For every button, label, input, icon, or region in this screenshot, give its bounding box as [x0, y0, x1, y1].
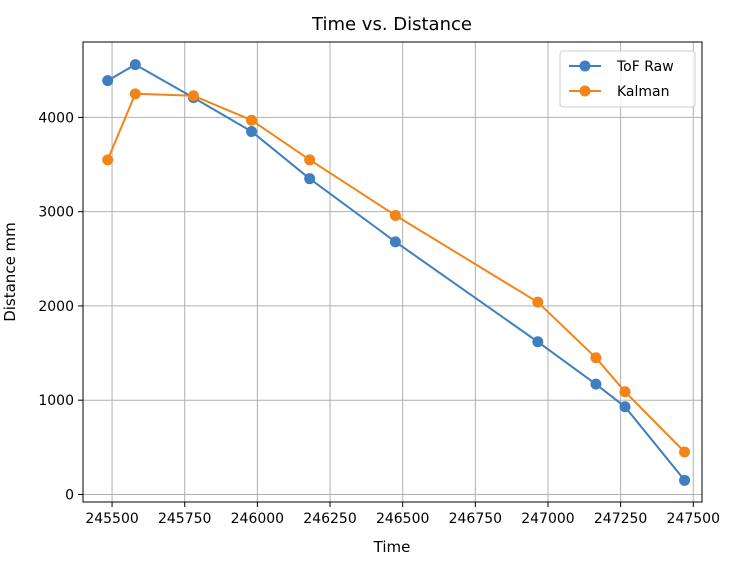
data-point — [619, 401, 631, 413]
data-point — [246, 114, 258, 126]
series-layer — [102, 59, 691, 486]
chart-title: Time vs. Distance — [311, 14, 472, 35]
data-point — [389, 209, 401, 221]
data-point — [246, 126, 258, 138]
data-point — [679, 446, 691, 458]
data-point — [129, 88, 141, 100]
x-tick-label: 245750 — [158, 511, 211, 527]
legend-swatch-marker — [579, 60, 591, 72]
y-tick-label: 3000 — [38, 205, 74, 221]
y-axis-title: Distance mm — [1, 222, 19, 322]
data-point — [187, 90, 199, 102]
ticks: 245500 245750 246000 246250 246500 246750 2470… — [38, 110, 720, 527]
data-point — [532, 336, 544, 348]
data-point — [389, 236, 401, 248]
data-point — [679, 474, 691, 486]
series-1 — [102, 88, 691, 458]
x-tick-label: 247000 — [521, 511, 574, 527]
data-point — [102, 75, 114, 87]
legend: ToF Raw Kalman — [559, 50, 696, 108]
data-point — [304, 173, 316, 185]
grid — [83, 42, 702, 502]
legend-swatch-marker — [579, 85, 591, 97]
plot-frame — [82, 41, 703, 503]
y-tick-label: 0 — [65, 487, 74, 503]
x-tick-label: 247500 — [667, 511, 720, 527]
series-line — [107, 63, 686, 481]
legend-label: ToF Raw — [616, 59, 674, 75]
x-tick-label: 245500 — [85, 511, 138, 527]
data-point — [590, 352, 602, 364]
y-tick-label: 1000 — [38, 393, 74, 409]
data-point — [129, 59, 141, 71]
data-point — [532, 296, 544, 308]
data-point — [590, 378, 602, 390]
x-tick-label: 246000 — [231, 511, 284, 527]
x-tick-label: 246750 — [449, 511, 502, 527]
x-tick-label: 247250 — [594, 511, 647, 527]
y-tick-label: 4000 — [38, 110, 74, 126]
x-tick-label: 246500 — [376, 511, 429, 527]
series-line — [106, 92, 686, 453]
y-tick-label: 2000 — [38, 299, 74, 315]
data-point — [304, 154, 316, 166]
x-axis-title: Time — [373, 538, 411, 556]
data-point — [619, 386, 631, 398]
legend-label: Kalman — [617, 84, 670, 100]
x-tick-label: 246250 — [303, 511, 356, 527]
data-point — [102, 154, 114, 166]
